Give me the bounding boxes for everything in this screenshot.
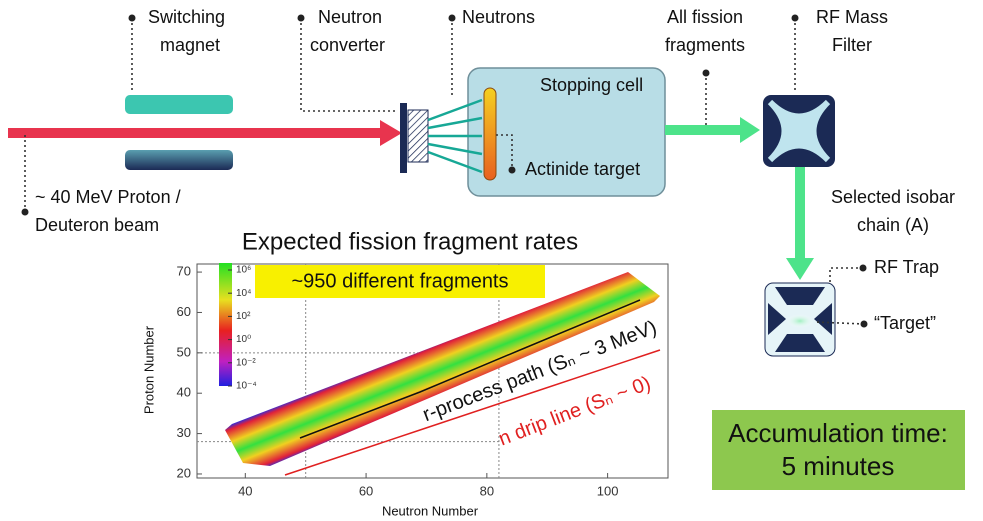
leader-dots xyxy=(21,14,868,328)
y-tick-label: 70 xyxy=(177,264,191,279)
colorbar xyxy=(219,263,232,386)
leader-lines xyxy=(24,18,865,325)
x-tick-label: 80 xyxy=(480,483,494,498)
label: Neutrons xyxy=(462,7,535,27)
r-process-line xyxy=(299,299,641,439)
chart: 40 60 80 100 20 30 40 50 60 70 xyxy=(177,263,669,498)
isobar-arrowhead xyxy=(786,258,814,280)
label: Stopping cell xyxy=(540,75,643,95)
label: Switching xyxy=(148,7,225,27)
label: Deuteron beam xyxy=(35,215,159,235)
accumulation-box xyxy=(712,410,965,490)
label: Neutron xyxy=(318,7,382,27)
label: All fission xyxy=(667,7,743,27)
beam-arrowhead xyxy=(380,120,402,146)
label: chain (A) xyxy=(857,215,929,235)
label: fragments xyxy=(665,35,745,55)
x-tick-label: 40 xyxy=(238,483,252,498)
fragment-band xyxy=(225,272,660,466)
plot-frame xyxy=(196,263,669,479)
y-axis-label: Proton Number xyxy=(141,325,156,414)
fragment-arrow xyxy=(665,125,743,135)
y-tick-label: 50 xyxy=(177,344,191,359)
callout-box xyxy=(255,265,545,298)
colorbar-tick-label: 10² xyxy=(236,311,251,322)
label: Filter xyxy=(832,35,872,55)
label: ~ 40 MeV Proton / xyxy=(35,187,181,207)
converter-plate xyxy=(400,103,407,173)
y-tick-label: 40 xyxy=(177,385,191,400)
label: “Target” xyxy=(874,313,936,333)
label: magnet xyxy=(160,35,220,55)
label: RF Trap xyxy=(874,257,939,277)
magnet-bottom xyxy=(125,150,233,170)
y-tick-label: 20 xyxy=(177,465,191,480)
fragment-arrowhead xyxy=(740,117,760,143)
y-tick-label: 30 xyxy=(177,425,191,440)
chart-title: Expected fission fragment rates xyxy=(242,228,578,255)
colorbar-tick-label: 10⁻⁴ xyxy=(236,381,257,392)
trap-electrodes xyxy=(768,287,832,352)
y-tick-label: 60 xyxy=(177,304,191,319)
colorbar-tick-label: 10⁻² xyxy=(236,357,256,368)
x-tick-label: 100 xyxy=(597,483,619,498)
label: Actinide target xyxy=(525,159,640,179)
ion-cloud xyxy=(786,314,814,328)
beam xyxy=(8,128,386,138)
magnet-top xyxy=(125,95,233,114)
label: Accumulation time: xyxy=(728,418,948,448)
label: converter xyxy=(310,35,385,55)
converter xyxy=(407,109,429,163)
colorbar-tick-label: 10⁰ xyxy=(236,334,251,345)
colorbar-tick-label: 10⁶ xyxy=(236,265,251,276)
x-tick-label: 60 xyxy=(359,483,373,498)
filter-center xyxy=(767,99,831,163)
label: 5 minutes xyxy=(782,451,895,481)
colorbar-tick-label: 10⁴ xyxy=(236,288,251,299)
actinide-target xyxy=(483,87,497,181)
label: RF Mass xyxy=(816,7,888,27)
x-axis-label: Neutron Number xyxy=(382,503,479,518)
callout: ~950 different fragments xyxy=(292,270,509,292)
drip-line xyxy=(284,349,661,476)
neutron-arrows xyxy=(427,98,483,174)
label: Selected isobar xyxy=(831,187,955,207)
isobar-arrow xyxy=(795,167,805,262)
